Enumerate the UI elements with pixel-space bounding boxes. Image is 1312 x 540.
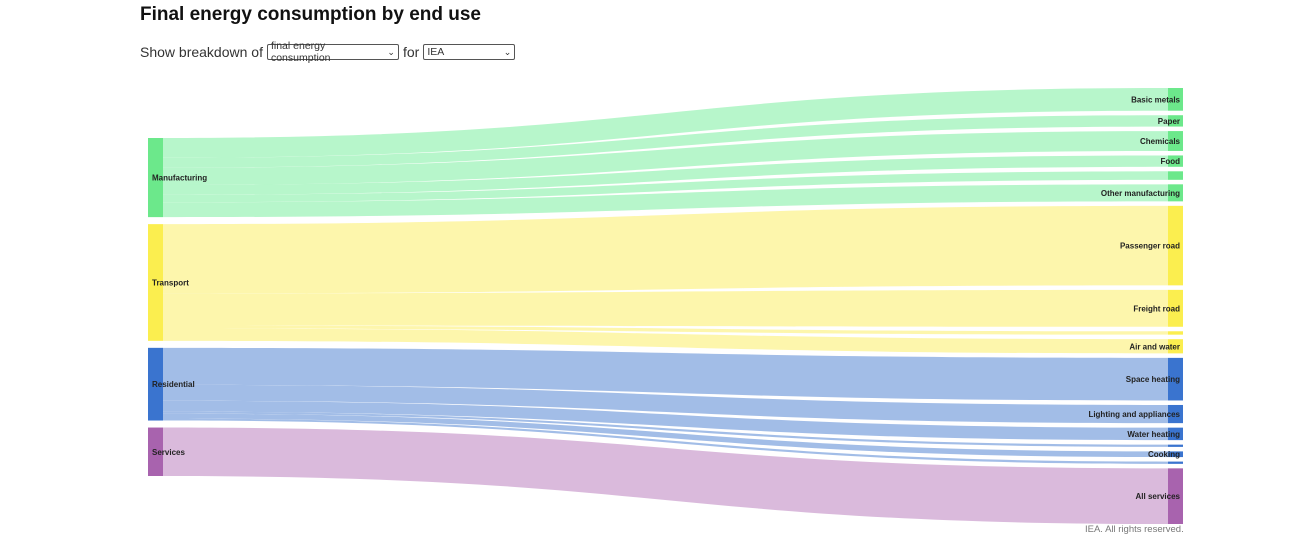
target-label-water-heating: Water heating	[1127, 430, 1180, 439]
breakdown-select[interactable]: final energy consumption ⌄	[266, 40, 399, 64]
flow-link-unlabeled-4	[163, 171, 1168, 203]
flow-link-unlabeled-8	[163, 325, 1168, 335]
controls-middle: for	[402, 44, 420, 60]
target-node-water-heating	[1168, 427, 1183, 441]
target-label-food: Food	[1160, 157, 1180, 166]
controls-prefix: Show breakdown of	[140, 44, 263, 60]
source-label-manufacturing: Manufacturing	[152, 174, 207, 183]
sankey-labels: Manufacturing Transport Residential Service…	[152, 95, 1181, 501]
flow-link-space-heating	[163, 347, 1168, 401]
flow-link-other-manufacturing	[163, 184, 1168, 218]
target-node-air-and-water	[1168, 339, 1183, 354]
target-node-cooking	[1168, 451, 1183, 458]
target-label-other-manufacturing: Other manufacturing	[1101, 189, 1180, 198]
target-label-lighting-and-appliances: Lighting and appliances	[1088, 410, 1180, 419]
target-node-unlabeled-15	[1168, 461, 1183, 464]
target-label-space-heating: Space heating	[1126, 375, 1180, 384]
flow-link-chemicals	[163, 131, 1168, 185]
source-label-transport: Transport	[152, 278, 189, 287]
flow-link-food	[163, 155, 1168, 195]
flow-link-passenger-road	[163, 205, 1168, 294]
target-node-lighting-and-appliances	[1168, 404, 1183, 424]
flow-link-water-heating	[163, 400, 1168, 441]
source-node-transport	[148, 224, 163, 341]
flow-link-paper	[163, 115, 1168, 168]
target-node-other-manufacturing	[1168, 184, 1183, 202]
target-node-passenger-road	[1168, 205, 1183, 286]
breakdown-controls: Show breakdown of final energy consumpti…	[140, 40, 516, 64]
target-node-basic-metals	[1168, 88, 1183, 111]
region-select-value: IEA	[427, 46, 445, 58]
target-node-paper	[1168, 115, 1183, 127]
chevron-down-icon: ⌄	[503, 46, 512, 57]
flow-link-freight-road	[163, 289, 1168, 327]
target-label-air-and-water: Air and water	[1129, 342, 1180, 351]
target-node-unlabeled-8	[1168, 331, 1183, 335]
source-node-manufacturing	[148, 138, 163, 218]
sankey-nodes	[148, 88, 1183, 524]
flow-link-cooking	[163, 413, 1168, 458]
target-label-chemicals: Chemicals	[1140, 137, 1181, 146]
source-label-residential: Residential	[152, 380, 195, 389]
breakdown-select-value: final energy consumption	[270, 40, 331, 64]
flow-link-air-and-water	[163, 328, 1168, 354]
target-node-unlabeled-13	[1168, 444, 1183, 447]
chevron-down-icon: ⌄	[387, 46, 395, 57]
target-label-cooking: Cooking	[1148, 450, 1180, 459]
region-select[interactable]: IEA ⌄	[423, 44, 516, 60]
flow-link-lighting-and-appliances	[163, 384, 1168, 424]
page-title: Final energy consumption by end use	[140, 4, 481, 25]
target-node-space-heating	[1168, 357, 1183, 401]
target-label-basic-metals: Basic metals	[1131, 95, 1180, 104]
target-label-all-services: All services	[1136, 492, 1181, 501]
target-node-food	[1168, 155, 1183, 167]
flow-link-unlabeled-13	[163, 411, 1168, 447]
source-label-services: Services	[152, 448, 185, 457]
source-node-residential	[148, 347, 163, 421]
source-node-services	[148, 427, 163, 476]
target-node-all-services	[1168, 468, 1183, 524]
flow-link-basic-metals	[163, 88, 1168, 158]
target-node-freight-road	[1168, 289, 1183, 327]
sankey-links	[163, 88, 1168, 524]
target-label-freight-road: Freight road	[1133, 304, 1180, 313]
target-node-chemicals	[1168, 131, 1183, 151]
credit-text: IEA. All rights reserved.	[1085, 524, 1184, 535]
target-label-passenger-road: Passenger road	[1120, 242, 1180, 251]
target-node-unlabeled-4	[1168, 171, 1183, 180]
target-label-paper: Paper	[1158, 117, 1180, 126]
flow-link-all-services	[163, 427, 1168, 524]
flow-link-unlabeled-15	[163, 418, 1168, 464]
